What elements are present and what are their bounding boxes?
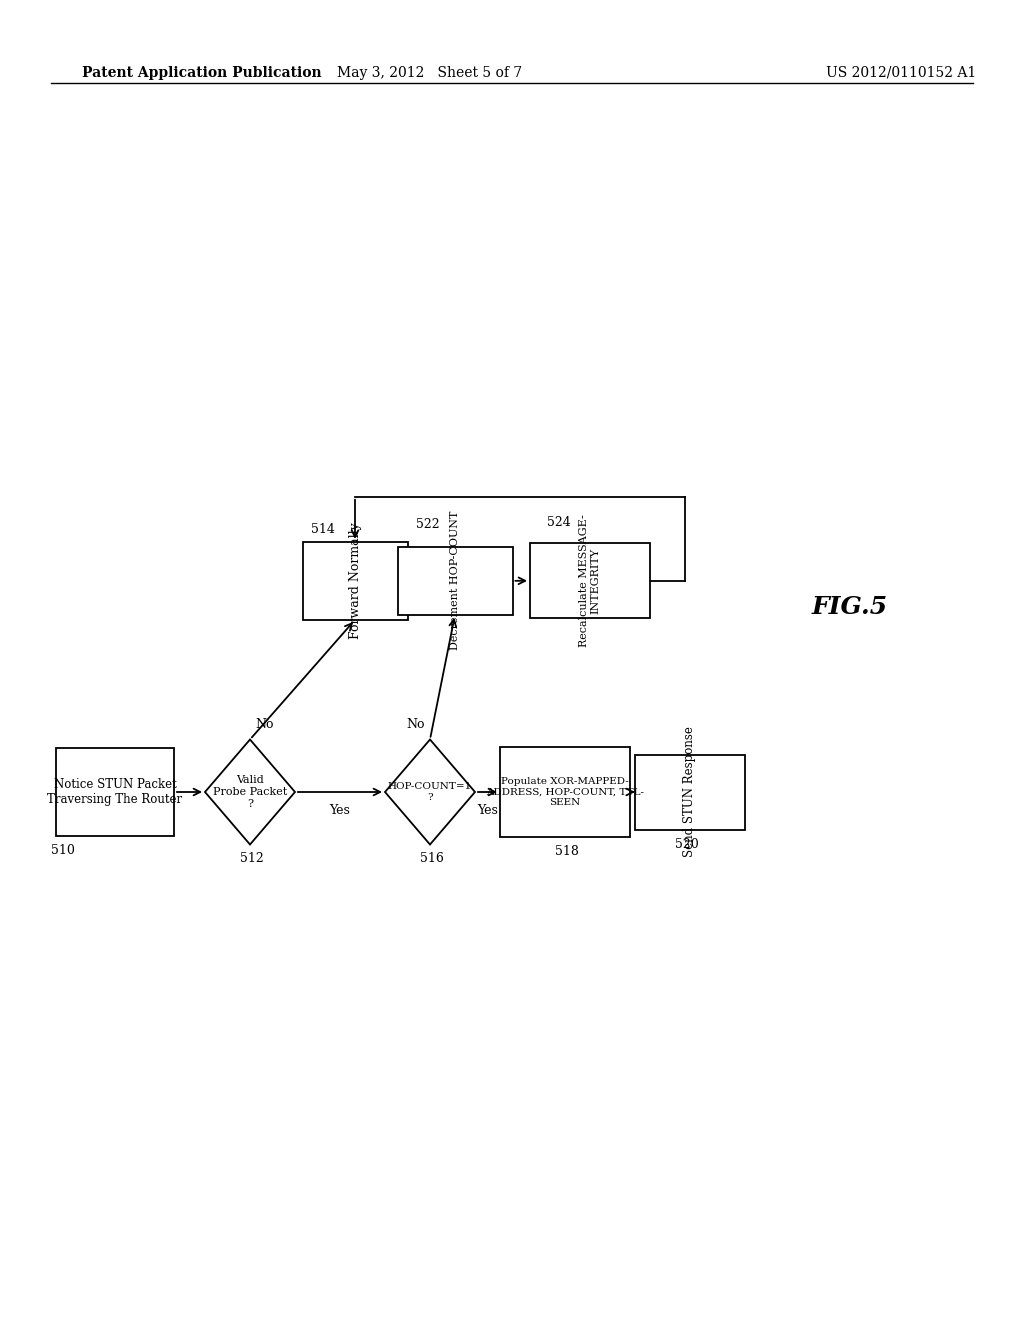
Text: Recalculate MESSAGE-
INTEGRITY: Recalculate MESSAGE- INTEGRITY	[580, 515, 601, 647]
Polygon shape	[205, 739, 295, 845]
Text: HOP-COUNT=1
?: HOP-COUNT=1 ?	[388, 783, 472, 801]
Text: Populate XOR-MAPPED-
ADDRESS, HOP-COUNT, TTL-
SEEN: Populate XOR-MAPPED- ADDRESS, HOP-COUNT,…	[486, 777, 644, 807]
Text: 524: 524	[548, 516, 571, 529]
Text: Notice STUN Packet
Traversing The Router: Notice STUN Packet Traversing The Router	[47, 777, 182, 807]
Bar	[302, 541, 408, 620]
Text: FIG.5: FIG.5	[812, 595, 888, 619]
Text: Send STUN Response: Send STUN Response	[683, 726, 696, 858]
Text: 518: 518	[555, 845, 579, 858]
Text: 510: 510	[51, 843, 75, 857]
Text: 516: 516	[420, 853, 443, 866]
Text: Yes: Yes	[330, 804, 350, 817]
Bar	[56, 748, 174, 836]
Bar	[397, 546, 512, 615]
Text: 514: 514	[311, 523, 335, 536]
Text: US 2012/0110152 A1: US 2012/0110152 A1	[826, 66, 976, 79]
Text: No: No	[255, 718, 273, 731]
Polygon shape	[385, 739, 475, 845]
Text: Valid
Probe Packet
?: Valid Probe Packet ?	[213, 775, 287, 809]
Bar	[500, 747, 630, 837]
Bar	[530, 544, 650, 618]
Text: No: No	[407, 718, 425, 731]
Text: Yes: Yes	[477, 804, 498, 817]
Text: 520: 520	[675, 837, 698, 850]
Text: Patent Application Publication: Patent Application Publication	[82, 66, 322, 79]
Text: May 3, 2012   Sheet 5 of 7: May 3, 2012 Sheet 5 of 7	[338, 66, 522, 79]
Bar	[635, 755, 745, 829]
Text: Decrement HOP-COUNT: Decrement HOP-COUNT	[450, 511, 460, 651]
Text: 522: 522	[416, 519, 439, 531]
Text: 512: 512	[240, 853, 264, 866]
Text: Forward Normally: Forward Normally	[348, 523, 361, 639]
